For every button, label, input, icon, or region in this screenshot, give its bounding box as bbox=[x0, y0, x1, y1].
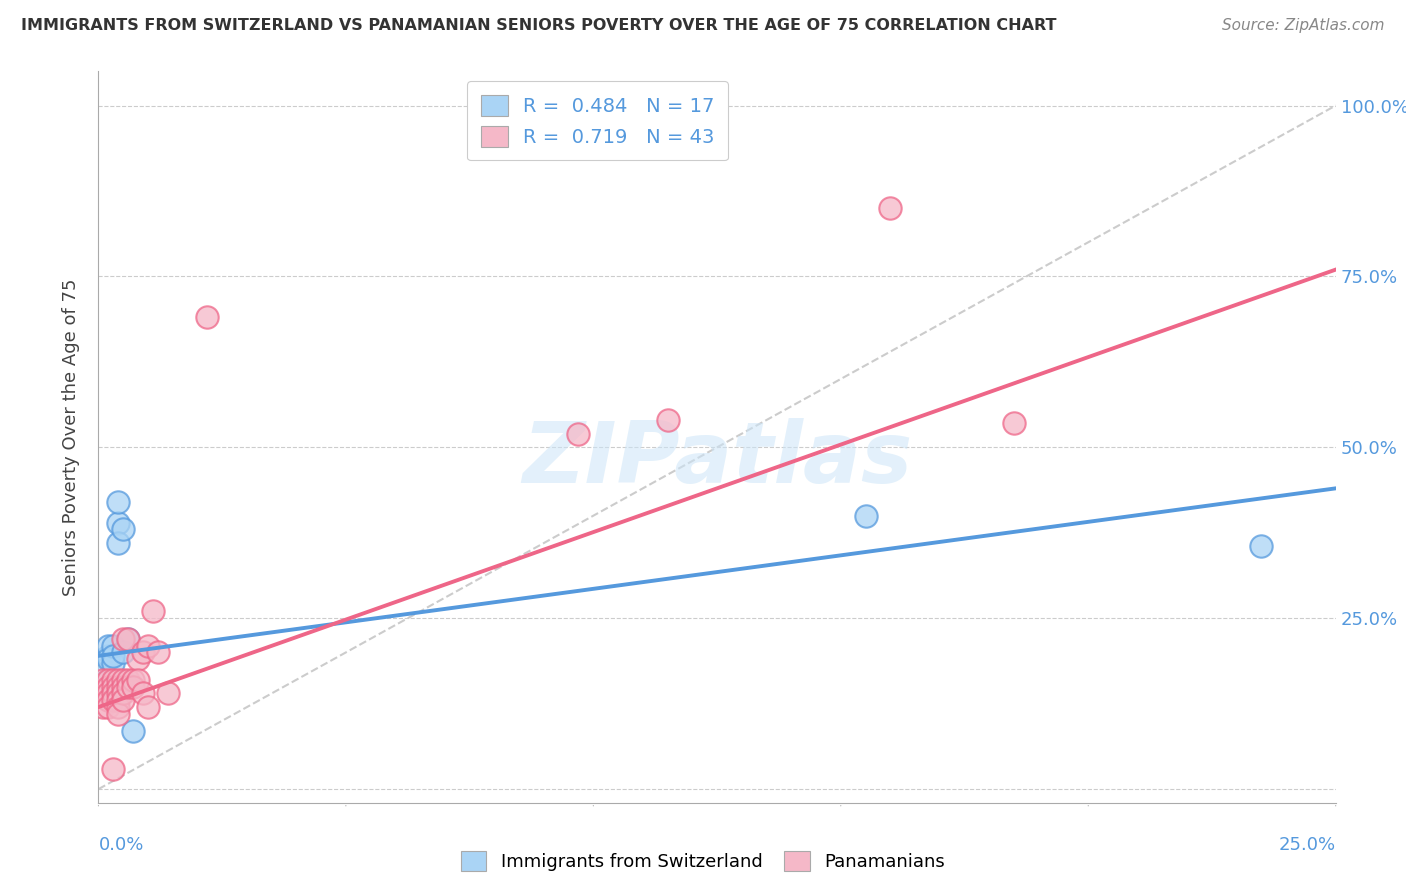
Point bbox=[97, 673, 120, 687]
Point bbox=[103, 680, 125, 694]
Point bbox=[122, 724, 145, 739]
Point bbox=[117, 673, 139, 687]
Point bbox=[127, 652, 149, 666]
Point bbox=[97, 700, 120, 714]
Text: IMMIGRANTS FROM SWITZERLAND VS PANAMANIAN SENIORS POVERTY OVER THE AGE OF 75 COR: IMMIGRANTS FROM SWITZERLAND VS PANAMANIA… bbox=[21, 18, 1056, 33]
Point bbox=[107, 680, 129, 694]
Text: 25.0%: 25.0% bbox=[1278, 836, 1336, 854]
Point bbox=[136, 639, 159, 653]
Point bbox=[103, 673, 125, 687]
Point bbox=[132, 686, 155, 700]
Point bbox=[97, 693, 120, 707]
Point bbox=[122, 673, 145, 687]
Point bbox=[117, 632, 139, 646]
Point bbox=[112, 522, 135, 536]
Point bbox=[107, 700, 129, 714]
Legend: Immigrants from Switzerland, Panamanians: Immigrants from Switzerland, Panamanians bbox=[454, 844, 952, 879]
Point bbox=[112, 680, 135, 694]
Point bbox=[117, 680, 139, 694]
Point bbox=[107, 706, 129, 721]
Point bbox=[93, 700, 115, 714]
Text: Source: ZipAtlas.com: Source: ZipAtlas.com bbox=[1222, 18, 1385, 33]
Point bbox=[657, 413, 679, 427]
Point bbox=[107, 536, 129, 550]
Point bbox=[103, 762, 125, 776]
Point bbox=[93, 676, 115, 690]
Text: ZIPatlas: ZIPatlas bbox=[522, 417, 912, 500]
Text: 0.0%: 0.0% bbox=[98, 836, 143, 854]
Point bbox=[97, 639, 120, 653]
Point bbox=[136, 700, 159, 714]
Point bbox=[103, 648, 125, 663]
Point bbox=[97, 686, 120, 700]
Point bbox=[107, 495, 129, 509]
Point bbox=[195, 310, 218, 325]
Point bbox=[97, 648, 120, 663]
Point bbox=[93, 673, 115, 687]
Point bbox=[1002, 417, 1025, 431]
Point bbox=[103, 656, 125, 670]
Point bbox=[879, 201, 901, 215]
Point bbox=[132, 645, 155, 659]
Point bbox=[1250, 540, 1272, 554]
Point bbox=[97, 680, 120, 694]
Point bbox=[103, 693, 125, 707]
Point bbox=[93, 663, 115, 677]
Point bbox=[142, 604, 165, 618]
Point bbox=[112, 645, 135, 659]
Y-axis label: Seniors Poverty Over the Age of 75: Seniors Poverty Over the Age of 75 bbox=[62, 278, 80, 596]
Point bbox=[107, 516, 129, 530]
Point bbox=[103, 639, 125, 653]
Point bbox=[107, 693, 129, 707]
Point bbox=[567, 426, 589, 441]
Point bbox=[855, 508, 877, 523]
Point bbox=[112, 686, 135, 700]
Point bbox=[97, 652, 120, 666]
Point bbox=[107, 686, 129, 700]
Point bbox=[103, 686, 125, 700]
Point bbox=[107, 673, 129, 687]
Point bbox=[127, 673, 149, 687]
Point bbox=[122, 680, 145, 694]
Point bbox=[112, 632, 135, 646]
Legend: R =  0.484   N = 17, R =  0.719   N = 43: R = 0.484 N = 17, R = 0.719 N = 43 bbox=[467, 81, 728, 161]
Point bbox=[146, 645, 169, 659]
Point bbox=[156, 686, 179, 700]
Point bbox=[112, 693, 135, 707]
Point bbox=[117, 632, 139, 646]
Point bbox=[112, 673, 135, 687]
Point bbox=[93, 686, 115, 700]
